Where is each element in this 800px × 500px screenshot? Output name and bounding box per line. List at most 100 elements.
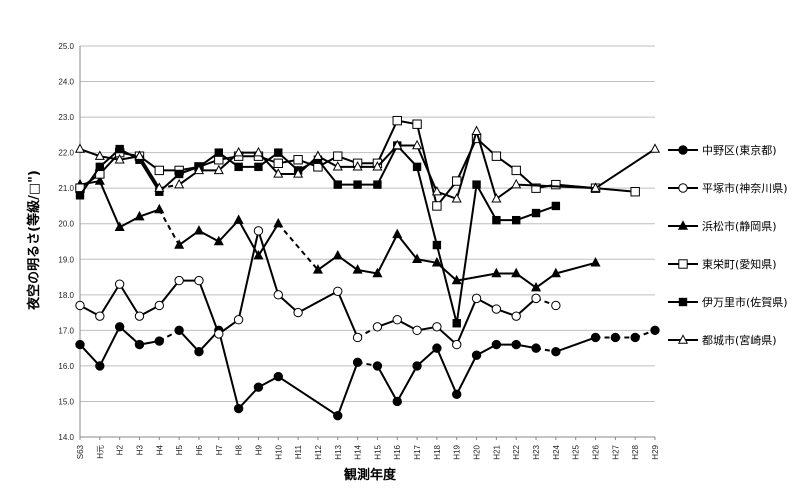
data-point [94, 150, 105, 160]
data-point [412, 361, 422, 371]
data-point [491, 267, 502, 278]
data-point [492, 215, 501, 225]
series-line-segment [555, 261, 596, 275]
legend-item: 伊万里市(佐賀県) [668, 295, 788, 309]
series-line-segment [595, 187, 636, 193]
data-point [372, 361, 383, 371]
x-tick-label: H29 [651, 444, 660, 459]
data-point [678, 297, 688, 307]
series-line-segment [217, 330, 240, 409]
data-point [312, 264, 323, 274]
x-tick-label: H19 [453, 444, 462, 459]
data-point [293, 168, 304, 178]
data-point [293, 155, 303, 165]
data-point [114, 153, 125, 164]
data-point [75, 300, 85, 311]
x-tick-label: H15 [373, 444, 382, 459]
data-point [452, 389, 462, 400]
data-point [114, 279, 125, 289]
legend-item: 中野区(東京都) [668, 143, 777, 157]
data-point [75, 339, 85, 350]
series-line-segment [257, 230, 280, 296]
data-point [630, 332, 640, 343]
data-point [95, 361, 105, 371]
data-point [511, 311, 521, 321]
data-point [273, 371, 283, 382]
data-point [352, 332, 363, 343]
series-line-segment [475, 184, 498, 221]
data-point [333, 286, 343, 296]
series-line-segment [416, 145, 438, 193]
x-tick-label: H11 [294, 444, 303, 459]
y-tick-label: 25.0 [58, 42, 74, 51]
legend-item: 東栄町(愛知県) [668, 257, 777, 271]
data-point [193, 225, 204, 235]
data-point [432, 343, 442, 353]
data-point [174, 275, 184, 286]
series-1 [75, 322, 660, 421]
series-line-segment [416, 166, 438, 246]
series-line-segment [79, 166, 101, 196]
series-line-segment [516, 183, 596, 190]
data-point [491, 339, 502, 350]
data-point [412, 139, 423, 150]
series-line-segment [138, 159, 161, 193]
data-point [531, 343, 541, 353]
data-point [274, 148, 283, 157]
series-line-segment [159, 183, 180, 190]
series-line-segment [98, 283, 121, 317]
data-point [471, 350, 482, 360]
series-line-segment [118, 283, 141, 317]
data-point [649, 143, 661, 153]
y-tick-label: 21.0 [58, 184, 74, 193]
data-point [531, 183, 541, 193]
x-tick-label: H元 [96, 445, 105, 459]
legend-label: 中野区(東京都) [702, 143, 777, 157]
data-point [372, 322, 383, 332]
data-point [134, 339, 145, 350]
y-tick-label: 18.0 [58, 291, 74, 300]
data-point [412, 325, 422, 336]
legend-label: 東栄町(愛知県) [702, 257, 777, 271]
data-point [174, 178, 185, 189]
y-tick-label: 20.0 [58, 220, 74, 229]
y-tick-label: 22.0 [58, 149, 74, 158]
data-point [373, 180, 382, 189]
data-point [332, 161, 343, 171]
y-tick-label: 24.0 [58, 78, 74, 87]
data-point [233, 403, 244, 414]
data-point [114, 221, 125, 231]
data-point [451, 193, 462, 203]
data-point [392, 115, 402, 126]
data-point [452, 319, 461, 328]
data-point [134, 210, 145, 221]
y-tick-label: 17.0 [58, 326, 74, 335]
series-2 [75, 226, 561, 350]
data-point [392, 315, 402, 325]
series-line-segment [178, 329, 200, 353]
data-point [233, 315, 244, 325]
x-axis-title: 観測年度 [343, 467, 397, 483]
data-point [511, 178, 522, 189]
data-point [392, 396, 402, 407]
series-line-segment [198, 280, 220, 335]
series-line-segment [435, 244, 458, 324]
data-point [174, 169, 184, 179]
data-point [95, 311, 105, 321]
x-tick-label: H21 [492, 444, 501, 459]
data-point [253, 382, 264, 392]
x-tick-label: H7 [215, 444, 224, 455]
y-tick-label: 23.0 [58, 113, 74, 122]
data-point [174, 325, 184, 336]
x-axis-ticks: S63 H元 H2 H3 H4 H5 H6 H7 H8 H9 H10 H11 H12 H13 H14 H15 H… [76, 437, 660, 460]
data-point [531, 208, 541, 218]
x-tick-label: H26 [592, 444, 601, 459]
data-point [531, 293, 541, 304]
series-line-segment [297, 290, 339, 314]
series-line-segment [455, 297, 478, 345]
data-point [392, 228, 403, 239]
x-tick-label: H28 [631, 444, 640, 459]
series-line-segment [158, 279, 180, 307]
y-tick-label: 19.0 [58, 255, 74, 264]
legend-label: 浜松市(静岡県) [702, 219, 777, 233]
